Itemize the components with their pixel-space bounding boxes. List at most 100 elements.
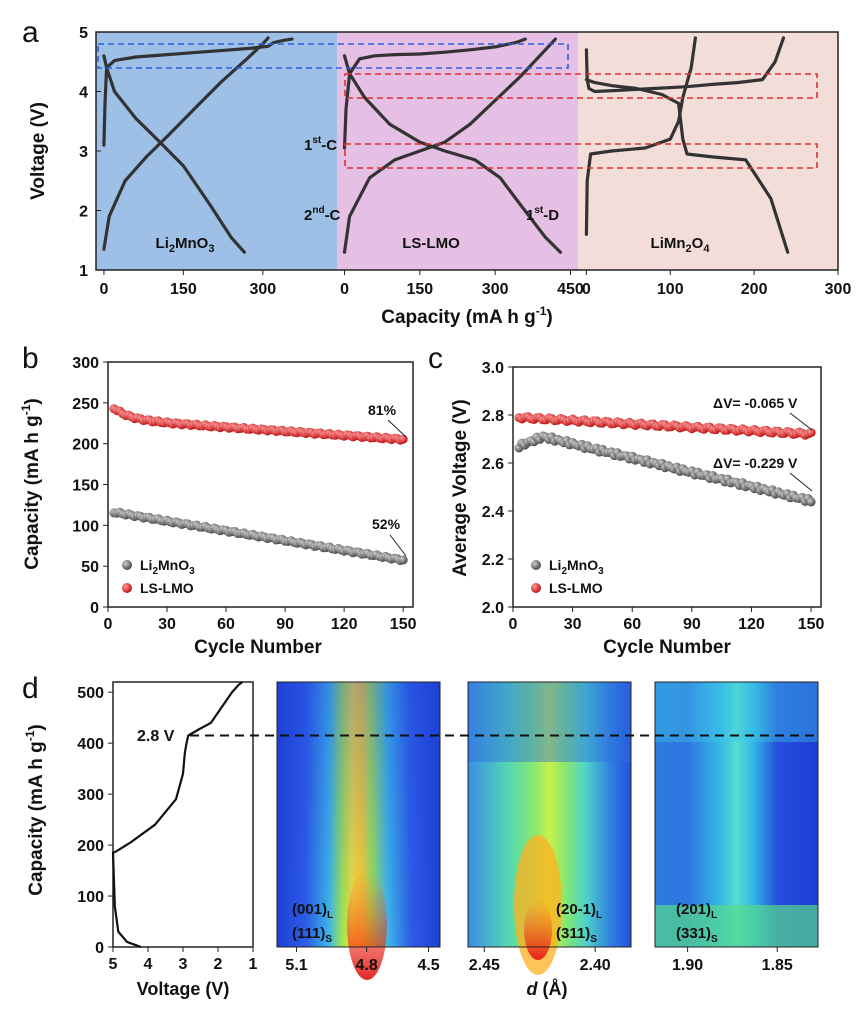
heatmap-3-label-1: (201)L bbox=[676, 901, 717, 921]
lslmo-label: LS-LMO bbox=[402, 235, 460, 252]
b-y-tick-label: 200 bbox=[72, 437, 99, 454]
legend-marker-li2mno3-b bbox=[122, 560, 132, 570]
panel-b-points bbox=[109, 404, 408, 566]
hm-x-tick-label: 4.5 bbox=[417, 957, 439, 974]
a-curve-1st-C bbox=[584, 36, 786, 94]
delta-v-label-lslmo: ΔV= -0.065 V bbox=[713, 395, 798, 411]
a-x-tick-label: 100 bbox=[657, 281, 684, 298]
panel-c: c 0 30 60 90 120 150 2.0 2.2 2.4 2.6 2.8 3.0 Averag… bbox=[428, 342, 825, 658]
hm-x-tick-label: 1.85 bbox=[762, 957, 793, 974]
d-x-tick-label: 4 bbox=[144, 956, 153, 973]
a-x-tick-label: 300 bbox=[249, 281, 276, 298]
a-y-tick-label: 5 bbox=[79, 25, 88, 42]
legend-label-lslmo-b: LS-LMO bbox=[140, 580, 194, 596]
c-x-tick-label: 90 bbox=[683, 616, 701, 633]
b-point-lslmo bbox=[398, 434, 408, 444]
heatmap-x-label: d (Å) bbox=[527, 979, 568, 999]
c-x-tick-label: 120 bbox=[738, 616, 765, 633]
c-x-tick-label: 60 bbox=[623, 616, 641, 633]
second-c-annotation: 2nd-C bbox=[304, 205, 341, 224]
c-y-tick-label: 2.4 bbox=[482, 504, 504, 521]
b-x-tick-label: 120 bbox=[331, 616, 358, 633]
heatmap-2 bbox=[467, 681, 632, 975]
panel-a-y-label: Voltage (V) bbox=[28, 102, 49, 200]
blue-dashed-box bbox=[97, 43, 569, 69]
first-c-annotation: 1st-C bbox=[304, 135, 337, 154]
legend-label-li2mno3-c: Li2MnO3 bbox=[549, 557, 604, 577]
panel-b-ticks: 0 30 60 90 120 150 0 50 100 150 200 250 300 bbox=[72, 355, 416, 633]
retention-arrow-lslmo bbox=[387, 419, 407, 438]
panel-b: b 0 30 60 90 120 150 0 50 100 150 200 250 300 Capaci… bbox=[19, 342, 417, 658]
a-x-tick-label: 450 bbox=[557, 281, 584, 298]
d-x-tick-label: 1 bbox=[249, 956, 258, 973]
a-curve-1st-D bbox=[102, 54, 246, 254]
a-x-tick-label: 300 bbox=[825, 281, 852, 298]
c-x-tick-label: 30 bbox=[564, 616, 582, 633]
legend-marker-lslmo-c bbox=[531, 583, 541, 593]
d-x-tick-label: 5 bbox=[109, 956, 118, 973]
c-y-tick-label: 2.8 bbox=[482, 408, 504, 425]
heatmap-2-label-2: (311)S bbox=[556, 925, 597, 945]
legend-label-lslmo-c: LS-LMO bbox=[549, 580, 603, 596]
d-y-tick-label: 200 bbox=[77, 838, 104, 855]
a-curve-2nd-C bbox=[102, 36, 270, 251]
d-x-tick-label: 2 bbox=[214, 956, 223, 973]
retention-arrow-li2mno3 bbox=[389, 534, 407, 557]
panel-d-x-label: Voltage (V) bbox=[137, 979, 230, 999]
a-curve-1st-D bbox=[584, 78, 790, 254]
heatmap-3-frame bbox=[654, 681, 819, 948]
b-point-li2mno3 bbox=[398, 555, 408, 565]
a-y-tick-label: 1 bbox=[79, 263, 88, 280]
red-dashed-box-upper bbox=[344, 73, 818, 99]
legend-marker-li2mno3-c bbox=[531, 560, 541, 570]
d-x-tick-label: 3 bbox=[179, 956, 188, 973]
panel-b-x-label: Cycle Number bbox=[194, 637, 322, 658]
heatmap-3-top bbox=[655, 682, 818, 742]
heatmap-2-label-1: (20-1)L bbox=[556, 901, 602, 921]
heatmap-1-label-2: (111)S bbox=[292, 925, 332, 945]
li2mno3-background bbox=[96, 32, 337, 270]
b-y-tick-label: 250 bbox=[72, 396, 99, 413]
b-y-tick-label: 300 bbox=[72, 355, 99, 372]
panel-d-curve bbox=[111, 681, 244, 949]
li2mno3-label: Li2MnO3 bbox=[156, 235, 215, 255]
panel-d-frame bbox=[112, 681, 254, 948]
a-x-tick-label: 150 bbox=[170, 281, 197, 298]
a-x-tick-label: 300 bbox=[482, 281, 509, 298]
heatmap-3-field bbox=[655, 682, 818, 947]
d-y-tick-label: 500 bbox=[77, 685, 104, 702]
retention-label-li2mno3: 52% bbox=[372, 516, 401, 532]
panel-d-ticks: 5 4 3 2 1 0 100 200 300 400 500 bbox=[77, 685, 257, 973]
heatmap-3 bbox=[654, 681, 819, 948]
a-x-tick-label: 0 bbox=[340, 281, 349, 298]
heatmap-1 bbox=[276, 681, 441, 980]
legend-label-li2mno3-b: Li2MnO3 bbox=[140, 557, 195, 577]
c-x-tick-label: 150 bbox=[798, 616, 825, 633]
delta-v-label-li2mno3: ΔV= -0.229 V bbox=[713, 455, 798, 471]
a-x-tick-label: 0 bbox=[99, 281, 108, 298]
delta-v-arrow-lslmo bbox=[789, 412, 813, 431]
heatmap-2-top bbox=[468, 682, 631, 762]
panel-b-y-label: Capacity (mA h g-1) bbox=[19, 398, 43, 570]
d-y-tick-label: 400 bbox=[77, 736, 104, 753]
lslmo-background bbox=[337, 32, 578, 270]
hm-x-tick-label: 4.8 bbox=[356, 957, 378, 974]
voltage-annotation: 2.8 V bbox=[137, 728, 175, 745]
heatmap-3-label-2: (331)S bbox=[676, 925, 718, 945]
c-point-li2mno3 bbox=[806, 497, 816, 507]
c-y-tick-label: 2.6 bbox=[482, 456, 504, 473]
panel-b-frame bbox=[107, 361, 414, 608]
panel-d-y-label: Capacity (mA h g-1) bbox=[23, 724, 47, 896]
b-x-tick-label: 0 bbox=[104, 616, 113, 633]
b-y-tick-label: 50 bbox=[81, 559, 99, 576]
heatmap-2-frame bbox=[467, 681, 632, 948]
c-x-tick-label: 0 bbox=[509, 616, 518, 633]
retention-label-lslmo: 81% bbox=[368, 402, 397, 418]
panel-d: d 5 4 3 2 1 0 100 200 300 400 500 Capacity (mA h g… bbox=[22, 672, 820, 999]
panel-a-x-label: Capacity (mA h g-1) bbox=[381, 304, 553, 328]
c-y-tick-label: 3.0 bbox=[482, 360, 504, 377]
delta-v-arrow-li2mno3 bbox=[789, 472, 813, 492]
